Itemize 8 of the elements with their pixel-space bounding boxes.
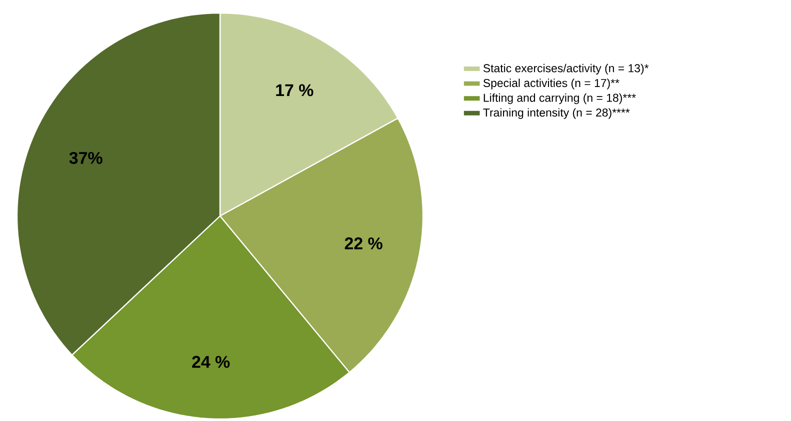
legend-label: Special activities (n = 17)** — [483, 78, 620, 90]
data-label: 37% — [69, 152, 102, 164]
data-label: 22 % — [344, 237, 382, 250]
legend-label: Lifting and carrying (n = 18)*** — [484, 93, 636, 104]
data-label: 17 % — [276, 84, 314, 96]
legend-label: Static exercises/activity (n = 13)* — [483, 64, 649, 75]
data-label: 24 % — [192, 356, 230, 368]
legend-label: Training intensity (n = 28)**** — [483, 108, 630, 119]
